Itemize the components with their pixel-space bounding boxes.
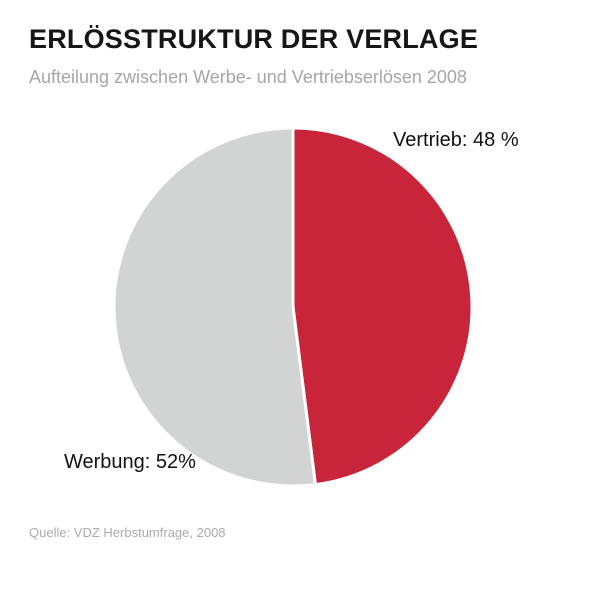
chart-title: ERLÖSSTRUKTUR DER VERLAGE xyxy=(29,24,479,54)
source-note: Quelle: VDZ Herbstumfrage, 2008 xyxy=(29,525,226,540)
chart-subtitle: Aufteilung zwischen Werbe- und Vertriebs… xyxy=(29,67,467,87)
pie-label-werbung: Werbung: 52% xyxy=(64,451,196,473)
pie-label-vertrieb: Vertrieb: 48 % xyxy=(393,129,519,151)
pie-slice-vertrieb xyxy=(291,126,474,487)
pie-slice-werbung xyxy=(112,126,317,488)
